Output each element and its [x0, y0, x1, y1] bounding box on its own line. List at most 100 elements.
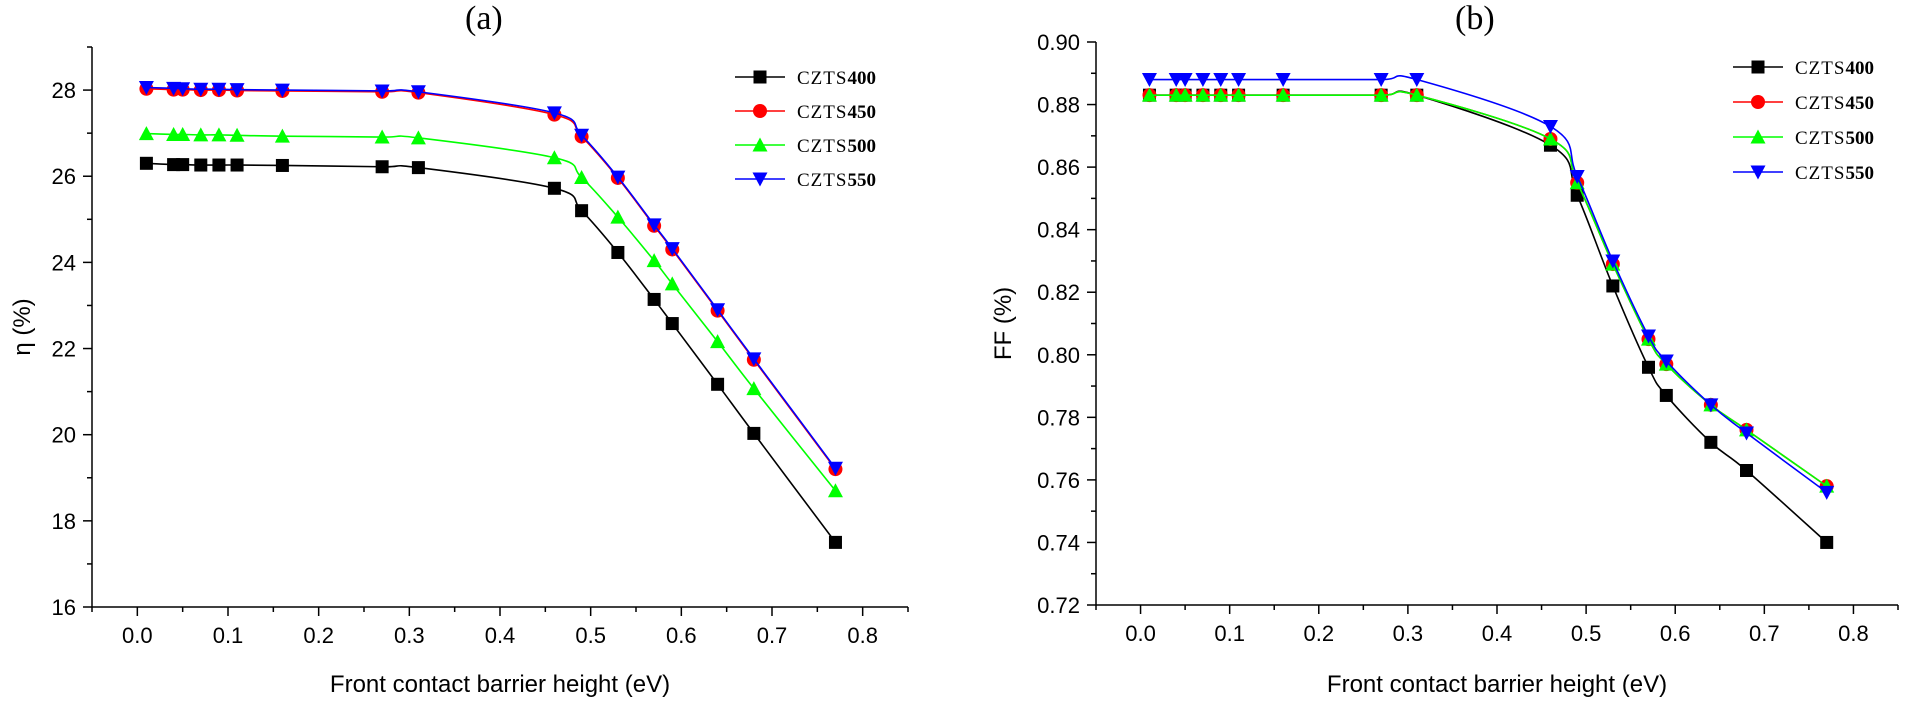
legend-marker-CZTS500 [752, 137, 768, 152]
data-point-CZTS550 [646, 218, 662, 233]
data-point-CZTS400 [1641, 360, 1655, 374]
series-line-CZTS550 [146, 86, 837, 469]
data-point-CZTS400 [1659, 388, 1673, 402]
y-tick-label-b: 0.80 [1037, 343, 1080, 368]
x-tick-label-b: 0.0 [1125, 621, 1156, 646]
x-tick-label-a: 0.8 [847, 623, 878, 648]
data-point-CZTS550 [1819, 485, 1835, 500]
data-point-CZTS550 [546, 106, 562, 121]
data-point-CZTS550 [746, 352, 762, 367]
series-line-CZTS450 [146, 87, 837, 470]
x-tick-label-b: 0.8 [1838, 621, 1869, 646]
data-point-CZTS550 [1213, 73, 1229, 88]
data-point-CZTS500 [193, 127, 209, 142]
data-point-CZTS550 [664, 242, 680, 257]
y-tick-label-a: 22 [52, 337, 76, 362]
legend-label-CZTS500: CZTS500 [1795, 128, 1874, 149]
panel-a-label: (a) [465, 0, 503, 37]
legend-marker-CZTS450 [1751, 95, 1765, 109]
data-point-CZTS400 [176, 158, 190, 172]
data-point-CZTS500 [710, 334, 726, 349]
legend-marker-CZTS500 [1750, 129, 1766, 144]
y-tick-label-b: 0.90 [1037, 30, 1080, 55]
data-point-CZTS500 [211, 127, 227, 142]
data-point-CZTS400 [375, 160, 389, 174]
x-tick-label-b: 0.6 [1660, 621, 1691, 646]
series-line-CZTS550 [1149, 74, 1828, 494]
data-point-CZTS400 [411, 161, 425, 175]
panel-b-label: (b) [1455, 0, 1495, 37]
x-tick-label-b: 0.3 [1393, 621, 1424, 646]
data-point-CZTS400 [647, 292, 661, 306]
data-point-CZTS500 [664, 276, 680, 291]
x-tick-label-a: 0.7 [757, 623, 788, 648]
y-tick-label-a: 28 [52, 78, 76, 103]
data-point-CZTS400 [1570, 188, 1584, 202]
x-tick-label-a: 0.0 [122, 623, 153, 648]
data-point-CZTS550 [1195, 73, 1211, 88]
data-point-CZTS500 [646, 253, 662, 268]
series-line-CZTS500 [1149, 90, 1828, 487]
data-point-CZTS400 [575, 204, 589, 218]
series-line-CZTS450 [1149, 90, 1828, 487]
y-tick-label-a: 20 [52, 423, 76, 448]
data-point-CZTS500 [374, 129, 390, 144]
data-point-CZTS400 [611, 245, 625, 259]
data-point-CZTS550 [827, 461, 843, 476]
legend-label-CZTS550: CZTS550 [797, 170, 876, 191]
data-point-CZTS550 [1373, 73, 1389, 88]
x-tick-label-a: 0.5 [575, 623, 606, 648]
data-point-CZTS550 [1141, 73, 1157, 88]
legend-marker-CZTS450 [753, 104, 767, 118]
x-axis-label-a: Front contact barrier height (eV) [330, 671, 670, 698]
legend-marker-CZTS400 [753, 70, 767, 84]
data-point-CZTS500 [827, 483, 843, 498]
y-tick-label-b: 0.82 [1037, 280, 1080, 305]
y-tick-label-b: 0.74 [1037, 530, 1080, 555]
legend-label-CZTS500: CZTS500 [797, 136, 876, 157]
data-point-CZTS400 [194, 158, 208, 172]
data-point-CZTS500 [1231, 87, 1247, 102]
chart-panel-b: 0.0 0.1 0.2 0.3 0.4 0.5 0.6 0.7 0.8 0.72 0.74 0.76 0… [990, 30, 1899, 698]
data-point-CZTS400 [828, 535, 842, 549]
data-point-CZTS500 [229, 127, 245, 142]
y-tick-label-a: 24 [52, 250, 76, 275]
y-tick-label-b: 0.84 [1037, 218, 1080, 243]
data-point-CZTS550 [274, 83, 290, 98]
legend-label-CZTS450: CZTS450 [797, 102, 876, 123]
data-point-CZTS400 [275, 158, 289, 172]
legend-label-CZTS400: CZTS400 [1795, 58, 1874, 79]
y-tick-label-b: 0.88 [1037, 93, 1080, 118]
y-tick-label-a: 18 [52, 509, 76, 534]
data-point-CZTS550 [138, 80, 154, 95]
data-point-CZTS550 [1640, 329, 1656, 344]
data-point-CZTS500 [138, 126, 154, 141]
y-tick-label-b: 0.72 [1037, 593, 1080, 618]
data-point-CZTS400 [747, 426, 761, 440]
x-tick-label-b: 0.5 [1571, 621, 1602, 646]
series-line-CZTS400 [146, 162, 837, 543]
data-point-CZTS500 [546, 150, 562, 165]
data-point-CZTS500 [175, 126, 191, 141]
data-point-CZTS550 [610, 170, 626, 185]
legend-label-CZTS450: CZTS450 [1795, 93, 1874, 114]
data-point-CZTS400 [139, 156, 153, 170]
x-tick-label-b: 0.1 [1214, 621, 1245, 646]
data-point-CZTS400 [1606, 279, 1620, 293]
data-point-CZTS400 [230, 158, 244, 172]
data-point-CZTS500 [1141, 87, 1157, 102]
data-point-CZTS500 [1213, 87, 1229, 102]
data-point-CZTS550 [574, 128, 590, 143]
data-point-CZTS500 [1177, 87, 1193, 102]
data-point-CZTS500 [410, 130, 426, 145]
data-point-CZTS400 [212, 158, 226, 172]
data-point-CZTS550 [1569, 169, 1585, 184]
data-point-CZTS500 [610, 209, 626, 224]
x-tick-label-a: 0.2 [303, 623, 334, 648]
x-axis-label-b: Front contact barrier height (eV) [1327, 671, 1667, 698]
y-axis-label-a: η (%) [9, 298, 36, 355]
data-point-CZTS550 [193, 82, 209, 97]
x-tick-label-b: 0.4 [1482, 621, 1513, 646]
x-tick-label-b: 0.2 [1303, 621, 1334, 646]
